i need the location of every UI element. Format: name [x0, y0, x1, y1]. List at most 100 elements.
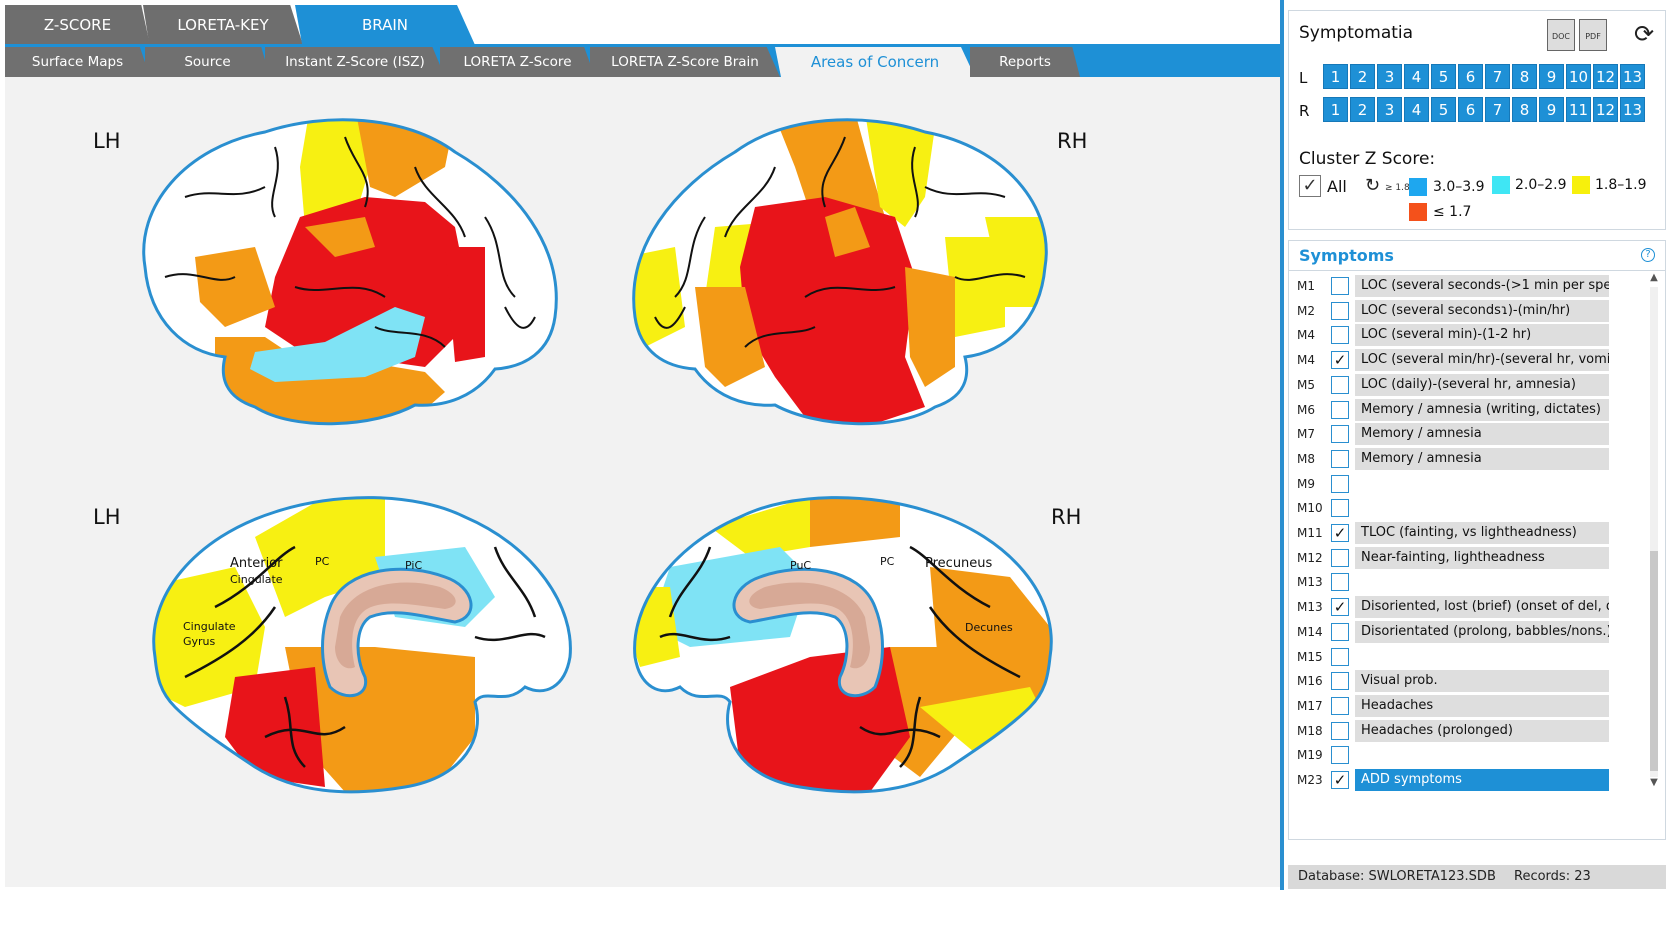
swatch-le-1-7[interactable]: [1409, 203, 1427, 221]
symptom-code: M13: [1297, 600, 1323, 615]
scroll-track[interactable]: [1650, 287, 1658, 777]
symptom-row[interactable]: M18 Headaches (prolonged): [1289, 719, 1639, 743]
symptom-row[interactable]: M13 ✓ Disoriented, lost (brief) (onset of …: [1289, 595, 1639, 619]
symptom-checkbox[interactable]: [1331, 400, 1349, 419]
symptom-row[interactable]: M14 Disorientated (prolong, babbles/nons.…: [1289, 620, 1639, 644]
subtab-loreta-z-score-brain[interactable]: LORETA Z-Score Brain: [590, 47, 780, 77]
right-number-button[interactable]: 12: [1593, 97, 1618, 122]
left-number-button[interactable]: 10: [1566, 64, 1591, 89]
subtab-surface-maps[interactable]: Surface Maps: [5, 47, 150, 77]
left-number-button[interactable]: 1: [1323, 64, 1348, 89]
symptom-checkbox[interactable]: ✓: [1331, 351, 1349, 370]
symptoms-scrollbar[interactable]: ▲ ▼: [1647, 271, 1661, 791]
symptom-row[interactable]: M23 ✓ ADD symptoms: [1289, 768, 1639, 792]
symptom-code: M1: [1297, 279, 1315, 293]
right-number-button[interactable]: 1: [1323, 97, 1348, 122]
symptom-row[interactable]: M1 LOC (several seconds-(>1 min per spell…: [1289, 274, 1639, 298]
symptom-checkbox[interactable]: [1331, 449, 1349, 468]
refresh-icon[interactable]: ⟳: [1633, 20, 1655, 48]
status-bar: Database: SWLORETA123.SDB Records: 23: [1288, 865, 1666, 889]
scroll-up-icon[interactable]: ▲: [1650, 272, 1658, 283]
subtab-areas-of-concern[interactable]: Areas of Concern: [775, 47, 975, 77]
symptom-row[interactable]: M4 ✓ LOC (several min/hr)-(several hr, vom…: [1289, 348, 1639, 372]
symptom-row[interactable]: M2 LOC (several secondsɿ)-(min/hr): [1289, 299, 1639, 323]
symptom-row[interactable]: M6 Memory / amnesia (writing, dictates): [1289, 398, 1639, 422]
left-number-button[interactable]: 3: [1377, 64, 1402, 89]
symptom-checkbox[interactable]: ✓: [1331, 524, 1349, 542]
right-number-button[interactable]: 3: [1377, 97, 1402, 122]
symptom-row[interactable]: M5 LOC (daily)-(several hr, amnesia): [1289, 373, 1639, 397]
right-number-button[interactable]: 6: [1458, 97, 1483, 122]
pdf-export-icon[interactable]: PDF: [1579, 19, 1607, 51]
symptom-checkbox[interactable]: [1331, 746, 1349, 765]
left-number-button[interactable]: 7: [1485, 64, 1510, 89]
tab-z-score[interactable]: Z-SCORE: [5, 5, 150, 45]
left-number-button[interactable]: 2: [1350, 64, 1375, 89]
swatch-1-8-1-9[interactable]: [1572, 176, 1590, 194]
left-number-button[interactable]: 9: [1539, 64, 1564, 89]
symptom-checkbox[interactable]: ✓: [1331, 598, 1349, 617]
symptom-row[interactable]: M15: [1289, 645, 1639, 669]
symptom-checkbox[interactable]: [1331, 499, 1349, 518]
symptom-checkbox[interactable]: [1331, 696, 1349, 715]
symptom-checkbox[interactable]: [1331, 622, 1349, 641]
symptom-checkbox[interactable]: [1331, 647, 1349, 666]
symptom-checkbox[interactable]: [1331, 721, 1349, 740]
right-number-button[interactable]: 7: [1485, 97, 1510, 122]
symptom-row[interactable]: M16 Visual prob.: [1289, 669, 1639, 693]
symptom-checkbox[interactable]: [1331, 425, 1349, 444]
symptom-code: M6: [1297, 402, 1315, 417]
all-checkbox[interactable]: ✓: [1299, 175, 1321, 197]
symptom-row[interactable]: M17 Headaches: [1289, 694, 1639, 718]
right-number-button[interactable]: 11: [1566, 97, 1591, 122]
tab-loreta-key[interactable]: LORETA-KEY: [143, 5, 303, 45]
doc-export-icon[interactable]: DOC: [1547, 19, 1575, 51]
symptom-row[interactable]: M7 Memory / amnesia: [1289, 422, 1639, 446]
symptom-checkbox[interactable]: [1331, 548, 1349, 567]
right-number-button[interactable]: 5: [1431, 97, 1456, 122]
left-number-button[interactable]: 4: [1404, 64, 1429, 89]
all-label: All: [1327, 177, 1347, 196]
symptom-checkbox[interactable]: [1331, 326, 1349, 345]
symptom-row[interactable]: M8 Memory / amnesia: [1289, 447, 1639, 471]
left-number-button[interactable]: 12: [1593, 64, 1618, 89]
symptom-checkbox[interactable]: ✓: [1331, 771, 1349, 789]
scroll-down-icon[interactable]: ▼: [1650, 777, 1658, 788]
symptom-checkbox[interactable]: [1331, 301, 1349, 320]
right-number-button[interactable]: 4: [1404, 97, 1429, 122]
symptom-row[interactable]: M19: [1289, 743, 1639, 767]
subtab-instant-z-score[interactable]: Instant Z-Score (ISZ): [265, 47, 445, 77]
symptom-row[interactable]: M10: [1289, 496, 1639, 520]
tab-brain[interactable]: BRAIN: [295, 5, 475, 45]
symptom-row[interactable]: M13: [1289, 570, 1639, 594]
left-number-button[interactable]: 13: [1620, 64, 1645, 89]
right-number-button[interactable]: 9: [1539, 97, 1564, 122]
right-number-button[interactable]: 2: [1350, 97, 1375, 122]
right-number-button[interactable]: 13: [1620, 97, 1645, 122]
symptom-checkbox[interactable]: [1331, 277, 1349, 295]
swatch-2-0-2-9[interactable]: [1492, 176, 1510, 194]
reset-icon[interactable]: ↻: [1365, 175, 1381, 196]
subtab-source[interactable]: Source: [145, 47, 270, 77]
left-number-button[interactable]: 6: [1458, 64, 1483, 89]
brain-lh-medial: Anterior Cingulate Cingulate Gyrus PC Pi…: [152, 496, 572, 794]
symptom-row[interactable]: M12 Near-fainting, lightheadness: [1289, 546, 1639, 570]
right-number-button[interactable]: 8: [1512, 97, 1537, 122]
left-number-button[interactable]: 5: [1431, 64, 1456, 89]
help-icon[interactable]: ?: [1641, 248, 1655, 262]
symptom-checkbox[interactable]: [1331, 672, 1349, 691]
left-number-button[interactable]: 8: [1512, 64, 1537, 89]
scroll-thumb[interactable]: [1650, 551, 1658, 771]
swatch-3-0-3-9[interactable]: [1409, 178, 1427, 196]
symptom-checkbox[interactable]: [1331, 573, 1349, 592]
symptom-checkbox[interactable]: [1331, 375, 1349, 394]
symptom-row[interactable]: M9: [1289, 472, 1639, 496]
symptom-checkbox[interactable]: [1331, 474, 1349, 493]
symptom-row[interactable]: M4 LOC (several min)-(1-2 hr): [1289, 323, 1639, 347]
symptom-code: M9: [1297, 476, 1315, 491]
right-side-label: R: [1299, 102, 1310, 120]
label-precuneus: Precuneus: [925, 556, 993, 571]
subtab-reports[interactable]: Reports: [970, 47, 1080, 77]
symptom-row[interactable]: M11 ✓ TLOC (fainting, vs lightheadness): [1289, 521, 1639, 545]
subtab-loreta-z-score[interactable]: LORETA Z-Score: [440, 47, 595, 77]
